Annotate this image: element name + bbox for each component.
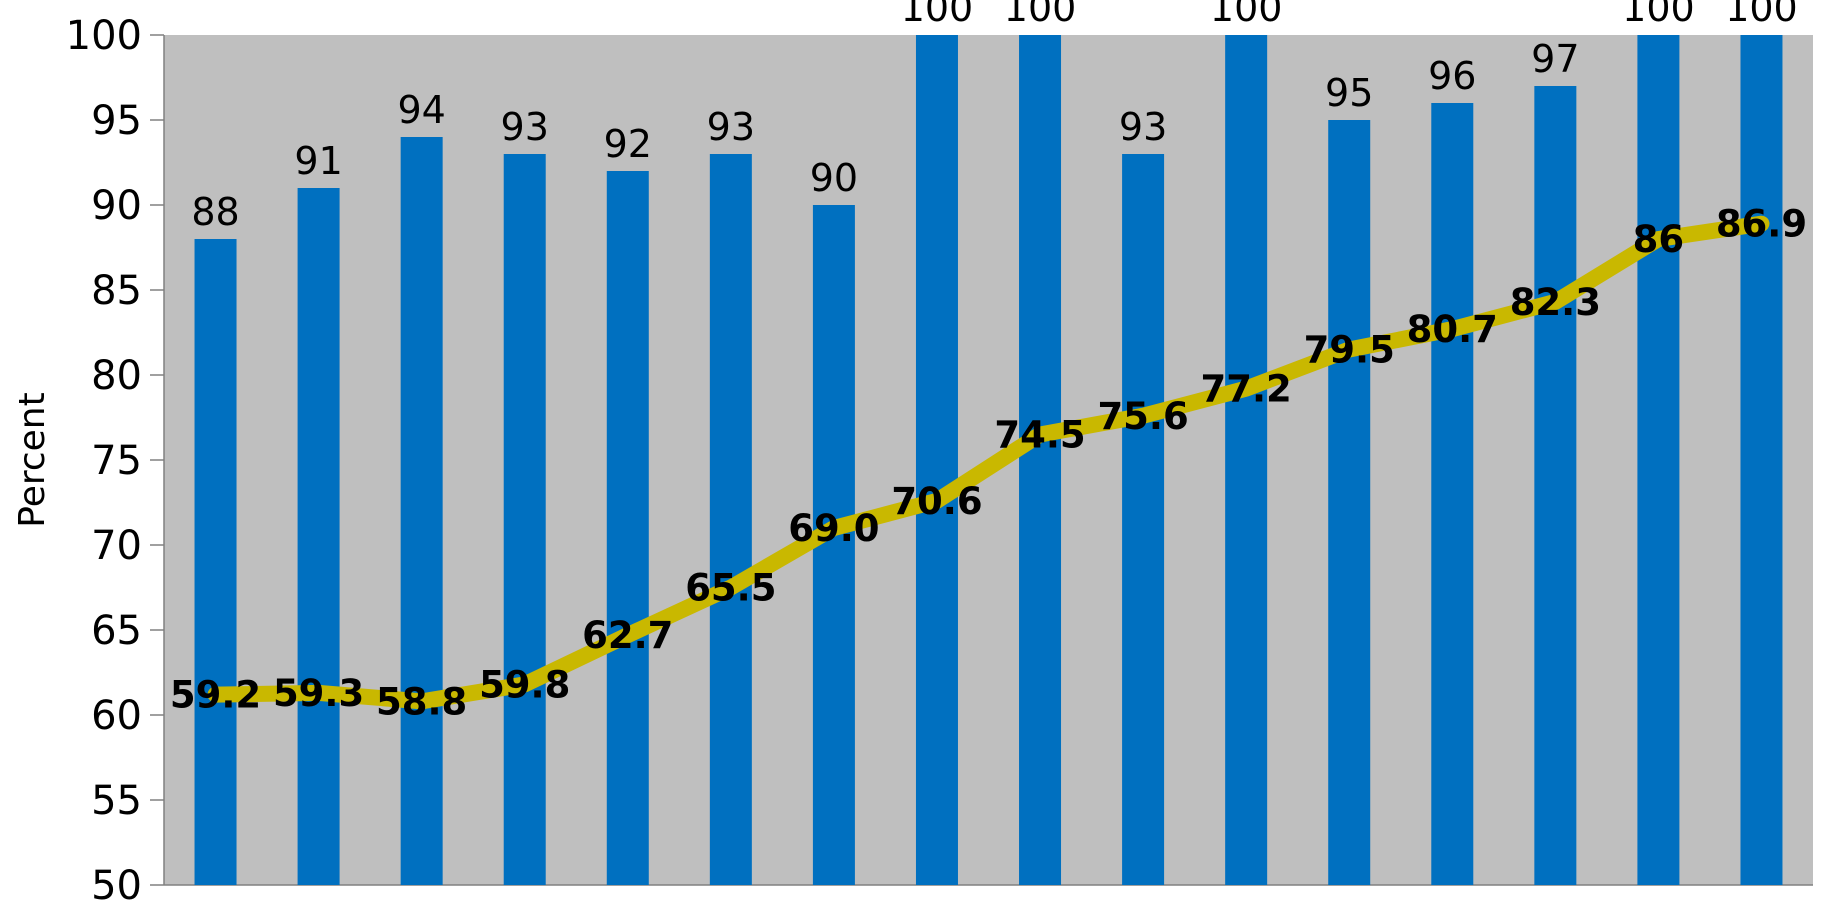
line-data-label: 59.3	[273, 672, 364, 715]
bar-data-label: 100	[1004, 0, 1077, 30]
y-tick-label: 50	[91, 863, 142, 909]
y-tick-label: 100	[66, 13, 142, 59]
bar	[709, 154, 752, 885]
bar	[606, 171, 649, 885]
line-data-label: 86.9	[1716, 203, 1807, 246]
bar-data-label: 94	[397, 88, 445, 132]
bar-data-label: 93	[1119, 105, 1167, 149]
y-tick-label: 55	[91, 778, 142, 824]
y-tick-label: 75	[91, 438, 142, 484]
y-tick-label: 80	[91, 353, 142, 399]
bar	[1637, 35, 1680, 885]
bar	[400, 137, 443, 885]
bar-data-label: 100	[1725, 0, 1798, 30]
bar	[1328, 120, 1371, 885]
bar-data-label: 100	[901, 0, 974, 30]
line-series-path	[207, 215, 1770, 710]
bar	[503, 154, 546, 885]
y-tick-label: 60	[91, 693, 142, 739]
y-tick-label: 65	[91, 608, 142, 654]
line-data-label: 59.2	[170, 674, 261, 717]
bar-data-label: 90	[810, 156, 858, 200]
bar	[1534, 86, 1577, 885]
line-data-labels: 59.2 59.3 58.8 59.8 62.7 65.5 69.0 70.6 74.5 75.6…	[170, 203, 1807, 724]
y-tick-label: 70	[91, 523, 142, 569]
line-data-label: 82.3	[1510, 281, 1601, 324]
line-data-label: 62.7	[582, 614, 673, 657]
bar-data-label: 93	[707, 105, 755, 149]
line-data-label: 65.5	[685, 567, 776, 610]
y-axis-title: Percent	[12, 392, 53, 527]
y-tick-label: 85	[91, 268, 142, 314]
bar-data-label: 95	[1325, 71, 1373, 115]
bar-series	[194, 35, 1783, 885]
bar	[1431, 103, 1474, 885]
bar-data-label: 91	[294, 139, 342, 183]
line-data-label: 70.6	[891, 480, 982, 523]
line-data-label: 58.8	[376, 680, 467, 723]
y-axis: 50 55 60 65 70 75 80 85 90 95 100	[66, 13, 1813, 909]
bar-data-label: 97	[1531, 37, 1579, 81]
bar-data-label: 93	[501, 105, 549, 149]
line-data-label: 74.5	[994, 414, 1085, 457]
bar	[1225, 35, 1268, 885]
bar	[1122, 154, 1165, 885]
bar-data-label: 88	[191, 190, 239, 234]
line-data-label: 75.6	[1097, 395, 1188, 438]
line-data-label: 86	[1633, 218, 1685, 261]
bar	[1740, 35, 1783, 885]
line-data-label: 79.5	[1304, 329, 1395, 372]
bar	[297, 188, 340, 885]
line-data-label: 77.2	[1201, 368, 1292, 411]
line-data-label: 80.7	[1407, 308, 1498, 351]
bar-data-label: 92	[604, 122, 652, 166]
line-series	[207, 215, 1770, 710]
bar-data-label: 100	[1210, 0, 1283, 30]
bar-data-label: 100	[1622, 0, 1695, 30]
line-data-label: 59.8	[479, 663, 570, 706]
bar	[1019, 35, 1062, 885]
y-tick-label: 95	[91, 98, 142, 144]
bar-data-label: 96	[1428, 54, 1476, 98]
bar	[915, 35, 958, 885]
bar-data-labels: 88 91 94 93 92 93 90 100 100 93 100 95 96 97 100 100	[191, 0, 1797, 234]
line-data-label: 69.0	[788, 507, 879, 550]
y-tick-label: 90	[91, 183, 142, 229]
bar	[194, 239, 237, 885]
